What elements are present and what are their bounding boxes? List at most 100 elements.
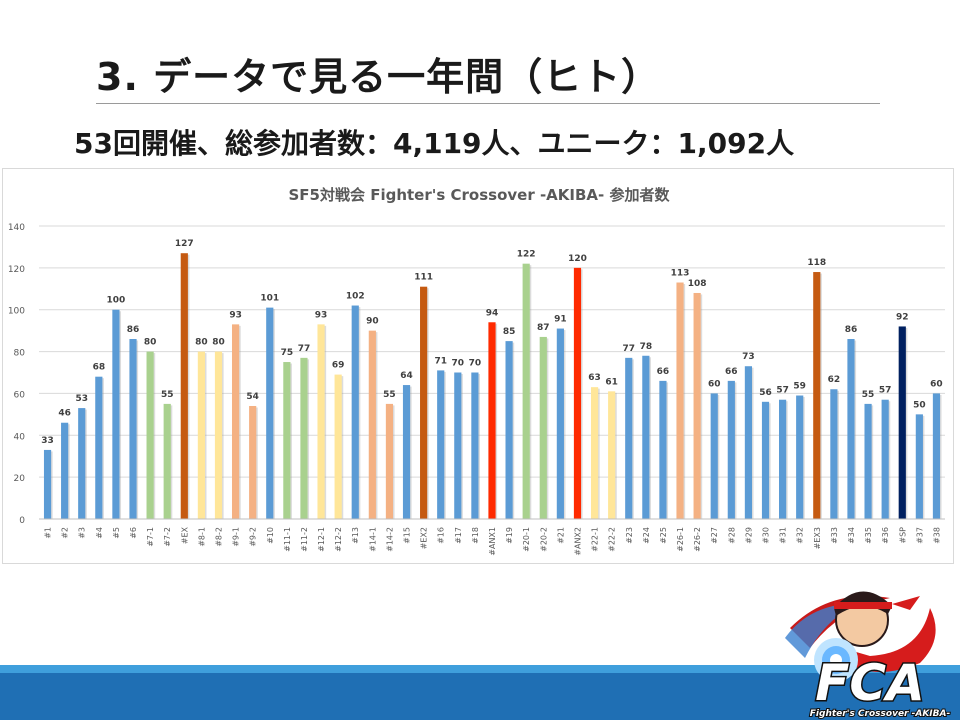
bar — [864, 403, 872, 519]
x-tick-label: #15 — [403, 527, 412, 544]
x-tick-label: #26-2 — [693, 527, 702, 552]
x-tick-label: #22-2 — [608, 527, 617, 552]
bar — [676, 282, 684, 519]
bar — [231, 324, 240, 519]
x-tick-label: #20-1 — [522, 527, 531, 552]
y-tick-label: 20 — [14, 474, 26, 484]
bar — [608, 391, 616, 519]
x-tick-label: #36 — [881, 527, 890, 544]
x-tick-label: #8-2 — [214, 527, 223, 547]
bar — [95, 376, 103, 519]
x-tick-label: #38 — [932, 527, 941, 544]
bar — [368, 330, 376, 519]
x-tick-label: #24 — [642, 527, 651, 544]
data-label: 60 — [930, 379, 943, 389]
data-label: 122 — [517, 250, 536, 260]
data-label: 62 — [828, 375, 841, 385]
x-tick-label: #22-1 — [591, 527, 600, 552]
x-tick-label: #3 — [78, 527, 87, 539]
data-label: 77 — [622, 344, 635, 354]
data-label: 55 — [161, 390, 174, 400]
data-label: 80 — [212, 338, 225, 348]
bar — [351, 305, 359, 519]
y-tick-label: 40 — [14, 432, 26, 442]
bar — [61, 422, 69, 519]
x-tick-label: #EX3 — [813, 527, 822, 549]
x-tick-label: #35 — [864, 527, 873, 544]
x-tick-label: #7-2 — [163, 527, 172, 547]
x-tick-label: #4 — [95, 527, 104, 539]
data-label: 33 — [41, 436, 54, 446]
footer-stripe-light — [0, 665, 960, 673]
bar — [283, 362, 291, 519]
bar — [214, 351, 223, 519]
bar — [129, 339, 137, 519]
x-tick-label: #12-2 — [334, 527, 343, 552]
bar — [420, 286, 428, 519]
x-tick-label: #19 — [505, 527, 514, 544]
x-tick-label: #23 — [625, 527, 634, 544]
x-tick-label: #21 — [556, 527, 565, 544]
bar — [779, 399, 787, 519]
data-label: 71 — [434, 356, 447, 366]
x-tick-label: #26-1 — [676, 527, 685, 552]
data-label: 86 — [845, 325, 858, 335]
x-tick-label: #SP — [898, 527, 907, 544]
data-label: 127 — [175, 239, 194, 249]
data-label: 70 — [452, 359, 465, 369]
data-label: 118 — [807, 258, 826, 268]
x-tick-label: #28 — [727, 527, 736, 544]
data-label: 100 — [107, 296, 126, 306]
x-tick-label: #34 — [847, 527, 856, 544]
bar — [539, 336, 547, 519]
x-tick-label: #20-2 — [539, 527, 548, 552]
bar — [744, 366, 753, 519]
x-tick-label: #8-1 — [197, 527, 206, 547]
bar — [693, 292, 701, 519]
bar — [334, 374, 342, 519]
data-label: 59 — [793, 382, 806, 392]
data-label: 70 — [469, 359, 482, 369]
chart-title: SF5対戦会 Fighter's Crossover -AKIBA- 参加者数 — [289, 186, 671, 204]
data-label: 102 — [346, 292, 365, 302]
x-tick-label: #11-1 — [283, 527, 292, 552]
x-tick-label: #9-2 — [249, 527, 258, 547]
bar — [522, 263, 530, 519]
data-label: 80 — [195, 338, 208, 348]
bar-chart: SF5対戦会 Fighter's Crossover -AKIBA- 参加者数 … — [8, 186, 945, 556]
x-tick-label: #31 — [779, 527, 788, 544]
x-tick-label: #25 — [659, 527, 668, 544]
data-label: 57 — [776, 386, 789, 396]
x-tick-label: #7-1 — [146, 527, 155, 547]
x-tick-label: #ANX2 — [573, 527, 582, 556]
y-tick-label: 120 — [8, 265, 25, 275]
bar — [300, 357, 308, 519]
x-tick-label: #17 — [454, 527, 463, 544]
logo-text: FCA — [815, 654, 925, 712]
fca-logo: FCA Fighter's Crossover -AKIBA- — [785, 591, 951, 720]
bar — [437, 370, 445, 519]
data-label: 113 — [671, 269, 690, 279]
footer-bar — [0, 665, 960, 720]
x-tick-label: #9-1 — [232, 527, 241, 547]
data-label: 108 — [688, 279, 707, 289]
bar — [932, 393, 941, 519]
x-tick-label: #30 — [762, 527, 771, 544]
bar — [317, 324, 325, 519]
data-label: 56 — [759, 388, 772, 398]
bar — [915, 414, 923, 519]
data-label: 66 — [657, 367, 670, 377]
x-tick-label: #EX2 — [420, 527, 429, 549]
y-tick-label: 0 — [19, 516, 25, 526]
x-tick-label: #14-2 — [385, 527, 394, 552]
bar — [796, 395, 804, 519]
bar — [112, 309, 120, 519]
bar — [813, 272, 821, 519]
data-label: 86 — [127, 325, 140, 335]
data-label: 87 — [537, 323, 550, 333]
data-label: 54 — [246, 392, 259, 402]
data-label: 46 — [58, 409, 71, 419]
x-tick-label: #37 — [915, 527, 924, 544]
data-label: 50 — [913, 400, 926, 410]
data-label: 78 — [640, 342, 653, 352]
